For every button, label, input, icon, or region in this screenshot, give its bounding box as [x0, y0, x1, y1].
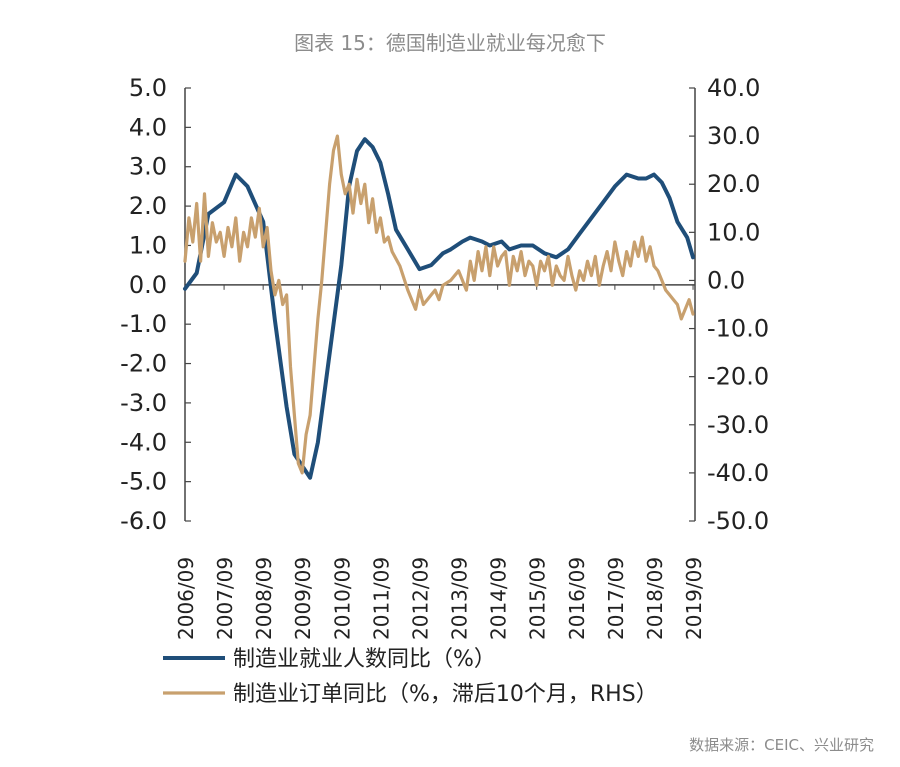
x-tick-group: 2006/09 — [174, 557, 198, 640]
left-tick-label: 3.0 — [129, 153, 167, 181]
x-tick-group: 2018/09 — [643, 557, 667, 640]
x-tick-group: 2015/09 — [526, 557, 550, 640]
x-tick-label: 2014/09 — [487, 557, 511, 640]
right-tick-label: -50.0 — [707, 507, 769, 535]
x-tick-label: 2012/09 — [408, 557, 432, 640]
legend: 制造业就业人数同比（%） 制造业订单同比（%，滞后10个月，RHS） — [163, 647, 658, 707]
x-tick-label: 2008/09 — [252, 557, 276, 640]
left-tick-label: 0.0 — [129, 271, 167, 299]
x-tick-group: 2014/09 — [487, 557, 511, 640]
chart-title: 图表 15：德国制造业就业每况愈下 — [294, 31, 606, 55]
left-tick-label: -6.0 — [120, 507, 167, 535]
left-tick-label: 1.0 — [129, 231, 167, 259]
x-tick-group: 2017/09 — [604, 557, 628, 640]
left-tick-label: -1.0 — [120, 310, 167, 338]
right-tick-label: 0.0 — [707, 266, 745, 294]
x-tick-group: 2007/09 — [213, 557, 237, 640]
source-note: 数据来源：CEIC、兴业研究 — [689, 736, 874, 754]
x-tick-label: 2010/09 — [330, 557, 354, 640]
left-tick-label: -4.0 — [120, 428, 167, 456]
x-tick-group: 2019/09 — [682, 557, 706, 640]
x-tick-label: 2009/09 — [291, 557, 315, 640]
x-tick-group: 2008/09 — [252, 557, 276, 640]
left-tick-label: -5.0 — [120, 468, 167, 496]
right-tick-label: -20.0 — [707, 363, 769, 391]
x-tick-group: 2016/09 — [565, 557, 589, 640]
x-tick-label: 2006/09 — [174, 557, 198, 640]
x-tick-label: 2018/09 — [643, 557, 667, 640]
left-tick-label: 5.0 — [129, 74, 167, 102]
right-tick-label: -10.0 — [707, 315, 769, 343]
legend-label: 制造业就业人数同比（%） — [233, 647, 496, 672]
right-tick-label: 20.0 — [707, 170, 760, 198]
right-tick-label: -40.0 — [707, 459, 769, 487]
left-tick-label: -3.0 — [120, 389, 167, 417]
x-tick-group: 2012/09 — [408, 557, 432, 640]
right-tick-label: 30.0 — [707, 122, 760, 150]
axes — [184, 87, 696, 522]
tick-labels: 5.0 4.0 3.0 2.0 1.0 0.0 -1.0 -2.0 -3.0 -4.0 -5.0 -6… — [120, 74, 769, 640]
x-tick-group: 2013/09 — [448, 557, 472, 640]
x-tick-label: 2019/09 — [682, 557, 706, 640]
x-tick-label: 2011/09 — [369, 557, 393, 640]
x-tick-label: 2013/09 — [448, 557, 472, 640]
x-tick-label: 2015/09 — [526, 557, 550, 640]
left-tick-label: 4.0 — [129, 113, 167, 141]
series-line-orders — [183, 134, 695, 475]
left-tick-label: 2.0 — [129, 192, 167, 220]
left-tick-label: -2.0 — [120, 350, 167, 378]
x-tick-group: 2010/09 — [330, 557, 354, 640]
x-tick-label: 2017/09 — [604, 557, 628, 640]
series-lines — [183, 134, 695, 480]
x-tick-group: 2011/09 — [369, 557, 393, 640]
x-tick-group: 2009/09 — [291, 557, 315, 640]
series-line-employment — [183, 137, 695, 480]
right-tick-label: -30.0 — [707, 411, 769, 439]
right-tick-label: 40.0 — [707, 74, 760, 102]
right-tick-label: 10.0 — [707, 218, 760, 246]
legend-label: 制造业订单同比（%，滞后10个月，RHS） — [233, 682, 658, 707]
x-tick-label: 2016/09 — [565, 557, 589, 640]
x-tick-label: 2007/09 — [213, 557, 237, 640]
